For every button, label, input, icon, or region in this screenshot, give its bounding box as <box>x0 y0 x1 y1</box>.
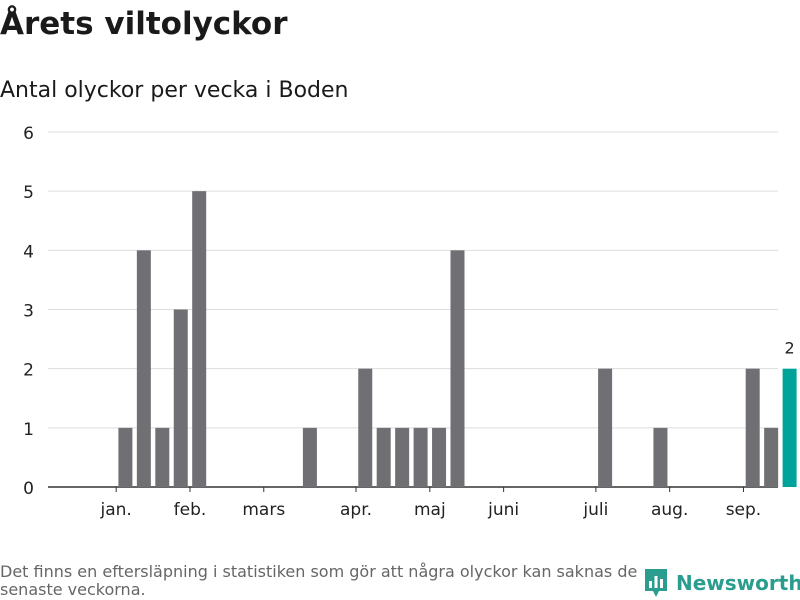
brand-name: Newsworthy <box>676 571 800 595</box>
x-tick-label: feb. <box>174 500 207 520</box>
bar <box>450 250 465 487</box>
footnote: Det finns en eftersläpning i statistiken… <box>0 562 638 599</box>
labels-layer: 0 1 2 3 4 5 6 2 jan. feb. mars apr. maj juni juli aug. s… <box>23 124 795 520</box>
y-tick-label: 1 <box>23 420 34 440</box>
bar-chart: 0 1 2 3 4 5 6 2 jan. feb. mars apr. maj juni juli aug. s… <box>23 124 797 520</box>
bar <box>155 427 170 487</box>
bar <box>173 309 188 487</box>
y-tick-label: 0 <box>23 479 34 499</box>
y-tick-label: 6 <box>23 124 34 144</box>
y-tick-label: 3 <box>23 302 34 322</box>
x-tick-label: maj <box>414 500 446 520</box>
bar <box>192 191 207 487</box>
bars-layer <box>118 191 797 487</box>
bar <box>302 427 317 487</box>
y-tick-label: 5 <box>23 183 34 203</box>
y-tick-label: 4 <box>23 242 34 262</box>
bar <box>764 427 779 487</box>
brand: Newsworthy <box>644 568 800 598</box>
bar <box>118 427 133 487</box>
bar <box>432 427 447 487</box>
bar <box>358 368 373 487</box>
x-tick-label: sep. <box>726 500 762 520</box>
x-tick-label: jan. <box>100 500 132 520</box>
chart-subtitle: Antal olyckor per vecka i Boden <box>0 78 349 103</box>
bar <box>598 368 613 487</box>
x-tick-label: aug. <box>651 500 688 520</box>
bar <box>653 427 668 487</box>
x-tick-label: apr. <box>340 500 372 520</box>
x-tick-label: juni <box>487 500 519 520</box>
page-title: Årets viltolyckor <box>0 6 288 42</box>
x-tick-label: mars <box>242 500 285 520</box>
bar-highlight <box>782 368 797 487</box>
bar <box>136 250 151 487</box>
bar <box>745 368 760 487</box>
bar <box>376 427 391 487</box>
y-tick-label: 2 <box>23 361 34 381</box>
x-tick-label: juli <box>582 500 608 520</box>
bar <box>395 427 410 487</box>
bar <box>413 427 428 487</box>
newsworthy-logo-icon <box>645 569 667 597</box>
bar-value-label: 2 <box>785 339 795 358</box>
